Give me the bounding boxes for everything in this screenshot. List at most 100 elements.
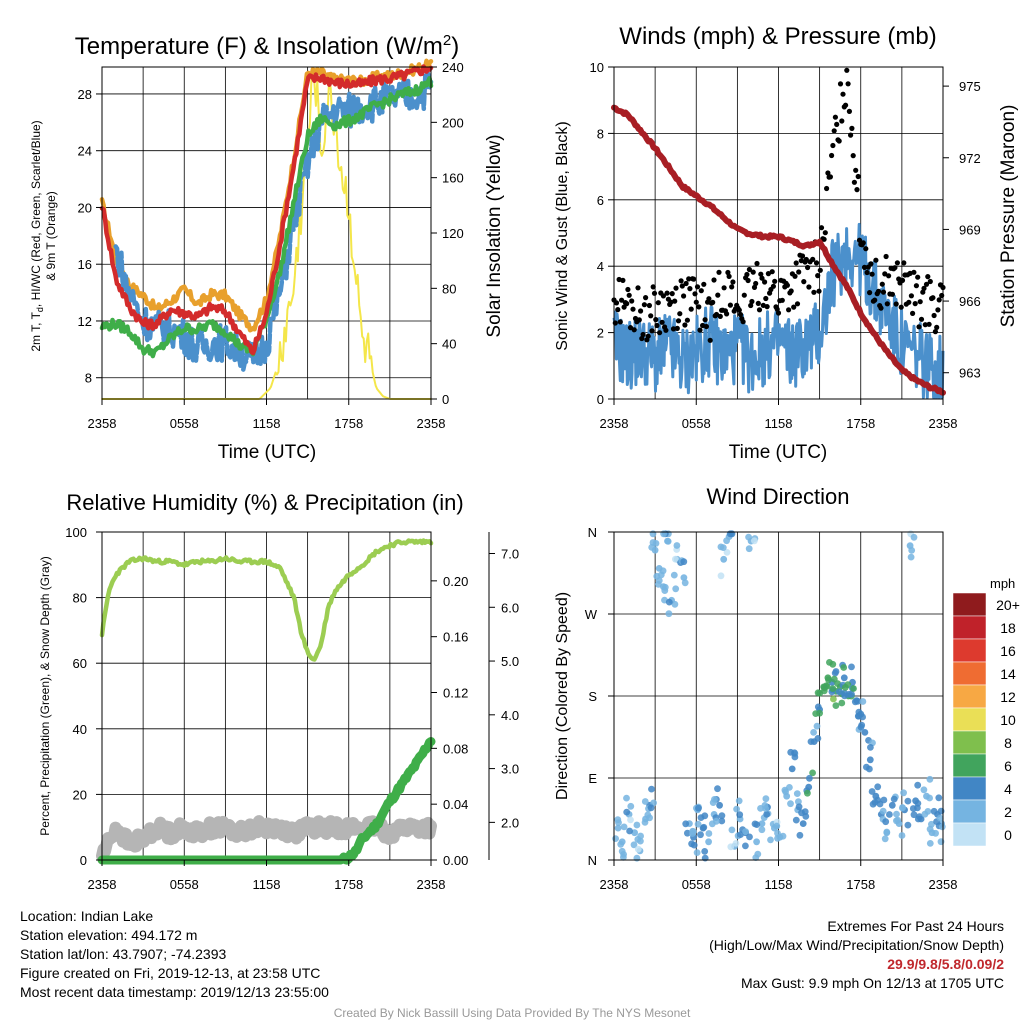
direction-point: [857, 723, 865, 731]
direction-point: [647, 804, 655, 812]
gust-point: [844, 67, 850, 73]
x-tick-label: 1158: [765, 416, 793, 431]
gust-point: [796, 269, 802, 275]
gust-point: [853, 167, 859, 173]
gust-point: [707, 337, 713, 343]
direction-point: [829, 660, 837, 668]
direction-point: [869, 800, 877, 808]
direction-point: [861, 729, 869, 736]
credit-text: Created By Nick Bassill Using Data Provi…: [333, 1006, 691, 1020]
gust-point: [724, 311, 730, 317]
legend-swatch: [952, 615, 987, 640]
y2-tick-label: 80: [442, 281, 456, 296]
gust-point: [906, 299, 912, 305]
direction-point: [814, 735, 822, 742]
direction-point: [671, 600, 679, 608]
gust-point: [643, 295, 649, 301]
legend-swatch: [952, 684, 987, 709]
direction-point: [720, 555, 728, 563]
location-text: Location: Indian Lake: [20, 908, 154, 924]
gust-point: [629, 298, 635, 304]
gust-point: [754, 260, 760, 267]
gust-point: [788, 288, 794, 294]
direction-ylabel: Direction (Colored By Speed): [554, 592, 571, 800]
y-tick-label: 16: [78, 257, 92, 272]
gust-point: [880, 289, 887, 295]
x-tick-label: 2358: [929, 416, 958, 431]
snow-tick-label: 2.0: [501, 815, 519, 830]
gust-point: [860, 240, 866, 246]
direction-point: [791, 749, 798, 757]
direction-point: [614, 824, 622, 832]
direction-point: [633, 821, 641, 829]
legend-label: 20+: [996, 597, 1020, 613]
gust-point: [913, 283, 920, 289]
gust-point: [794, 301, 801, 307]
gust-point: [801, 279, 807, 285]
direction-point: [930, 807, 938, 815]
direction-point: [680, 574, 688, 581]
direction-point: [623, 808, 631, 816]
legend-label: 4: [1004, 781, 1012, 797]
gust-point: [748, 302, 754, 309]
gust-point: [792, 273, 798, 279]
direction-point: [830, 695, 837, 703]
gust-point: [702, 317, 708, 323]
direction-point: [681, 579, 689, 587]
gust-point: [698, 288, 704, 294]
direction-point: [894, 816, 902, 824]
gust-point: [893, 301, 899, 307]
y2-tick-label: 969: [959, 222, 981, 237]
direction-point: [835, 688, 843, 696]
gust-point: [710, 299, 716, 305]
x-tick-label: 1758: [846, 877, 875, 892]
gust-point: [873, 257, 879, 263]
y-tick-label: 12: [78, 314, 92, 329]
humidity-y-ticks: 0 20 40 60 80 100: [65, 525, 102, 868]
direction-point: [840, 664, 848, 671]
gust-point: [670, 326, 677, 332]
direction-point: [680, 558, 688, 566]
direction-point: [672, 585, 680, 593]
gust-point: [635, 285, 641, 291]
gust-point: [646, 302, 653, 309]
legend-swatch: [952, 822, 987, 847]
gust-point: [664, 290, 670, 296]
gust-point: [692, 291, 698, 297]
y-tick-label: 20: [73, 787, 87, 802]
gust-point: [911, 269, 917, 275]
gust-point: [762, 279, 768, 285]
gust-point: [756, 307, 763, 313]
gust-point: [693, 299, 699, 305]
gust-point: [817, 267, 823, 273]
legend-title: mph: [990, 576, 1015, 591]
direction-point: [781, 786, 789, 794]
direction-y-ticks: N E S W N: [585, 525, 614, 868]
snow-tick-label: 3.0: [501, 762, 519, 777]
gust-point: [631, 327, 637, 333]
gust-point: [686, 276, 692, 282]
temperature-x-ticks: 2358 0558 1158 1758 2358: [88, 399, 445, 431]
gust-point: [818, 225, 825, 231]
gust-point: [917, 299, 923, 305]
direction-point: [795, 798, 802, 806]
gust-point: [784, 282, 791, 288]
direction-point: [617, 840, 625, 848]
humidity-x-ticks: 2358 0558 1158 1758 2358: [88, 860, 445, 892]
gust-point: [729, 284, 735, 290]
legend-label: 14: [1000, 666, 1016, 682]
y-tick-label: 4: [597, 259, 604, 274]
gust-point: [678, 278, 684, 284]
temperature-ylabel-line2: & 9m T (Orange): [44, 191, 58, 281]
gust-point: [737, 311, 744, 318]
gust-point: [912, 301, 918, 307]
direction-point: [814, 703, 822, 711]
legend-label: 8: [1004, 735, 1012, 751]
direction-point: [620, 823, 628, 831]
gust-point: [867, 290, 873, 296]
precip-tick-label: 0.04: [443, 797, 468, 812]
direction-point: [832, 702, 840, 709]
direction-point: [868, 788, 876, 795]
gust-point: [745, 277, 751, 284]
gust-point: [779, 297, 785, 303]
